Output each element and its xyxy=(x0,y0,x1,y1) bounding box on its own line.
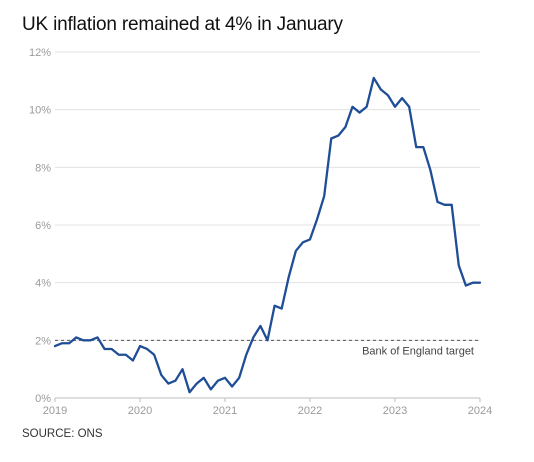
inflation-series-line xyxy=(53,76,482,394)
y-tick-label: 6% xyxy=(35,220,51,232)
y-tick-label: 12% xyxy=(29,47,51,59)
x-tick-label: 2020 xyxy=(128,405,152,417)
target-label: Bank of England target xyxy=(362,345,474,357)
x-tick-label: 2023 xyxy=(383,405,407,417)
y-tick-label: 2% xyxy=(35,335,51,347)
y-tick-label: 0% xyxy=(35,393,51,405)
chart-title: UK inflation remained at 4% in January xyxy=(22,14,343,35)
x-tick-label: 2024 xyxy=(468,405,492,417)
y-tick-label: 8% xyxy=(35,162,51,174)
y-tick-label: 10% xyxy=(29,105,51,117)
series-layer xyxy=(53,76,482,394)
y-tick-label: 4% xyxy=(35,278,51,290)
source-note: SOURCE: ONS xyxy=(22,428,103,440)
grid-lines xyxy=(55,51,480,341)
x-tick-label: 2022 xyxy=(298,405,322,417)
x-tick-label: 2019 xyxy=(43,405,67,417)
x-tick-label: 2021 xyxy=(213,405,237,417)
axes: 0% 2% 4% 6% 8% 10% 12% 2019 2020 2021 2022 2023 2024 xyxy=(29,47,492,417)
